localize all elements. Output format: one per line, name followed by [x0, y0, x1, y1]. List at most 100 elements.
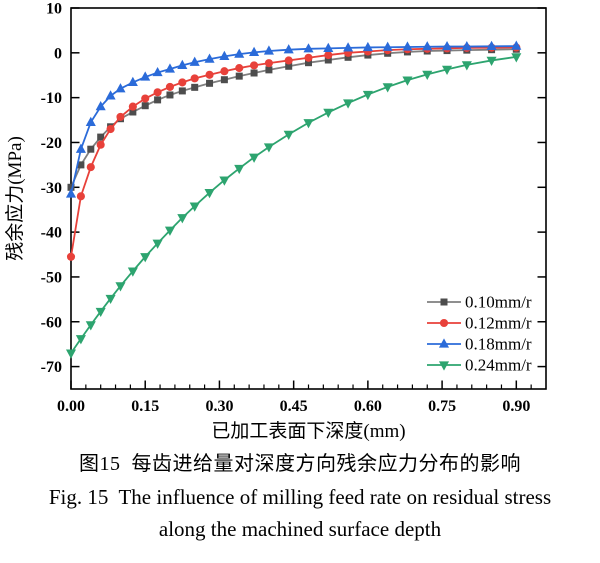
triangle-down-marker	[362, 90, 373, 101]
series-0.18mm-r	[65, 40, 522, 198]
triangle-down-marker	[402, 76, 413, 86]
triangle-up-marker	[115, 83, 126, 93]
square-marker	[67, 183, 75, 191]
triangle-down-marker	[115, 282, 126, 292]
triangle-down-marker	[75, 335, 86, 345]
square-marker	[87, 145, 95, 153]
triangle-down-marker	[152, 239, 163, 249]
triangle-down-marker	[204, 189, 215, 199]
triangle-up-marker	[402, 41, 413, 51]
circle-marker	[439, 318, 449, 328]
legend-label: 0.10mm/r	[465, 293, 532, 312]
circle-marker	[304, 53, 313, 62]
triangle-up-marker	[362, 41, 373, 52]
triangle-up-marker	[140, 71, 151, 81]
triangle-up-marker	[343, 42, 354, 52]
triangle-up-marker	[442, 40, 453, 51]
legend-label: 0.18mm/r	[465, 335, 532, 354]
x-tick-label: 0.30	[205, 398, 233, 415]
square-marker	[191, 83, 199, 91]
square-marker	[141, 102, 149, 110]
legend-item-0.24mm-r: 0.24mm/r	[427, 356, 532, 375]
y-axis: 10 0 -10 -20 -30 -40 -50 -60 -70	[41, 1, 546, 376]
triangle-down-marker	[461, 61, 472, 71]
x-tick-label: 0.00	[57, 398, 85, 415]
square-marker	[220, 76, 228, 84]
triangle-up-marker	[75, 143, 86, 153]
circle-marker	[128, 102, 137, 111]
circle-marker	[284, 56, 293, 65]
x-axis-title: 已加工表面下深度(mm)	[211, 420, 405, 442]
figure-caption-chinese: 图15 每齿进给量对深度方向残余应力分布的影响	[79, 453, 521, 475]
series-0.12mm-r	[66, 43, 521, 261]
triangle-down-marker	[85, 321, 96, 331]
circle-marker	[220, 67, 229, 76]
x-tick-label: 0.90	[502, 398, 530, 415]
triangle-up-marker	[219, 50, 230, 61]
y-tick-label: -60	[41, 314, 62, 331]
legend-item-0.12mm-r: 0.12mm/r	[427, 314, 532, 333]
circle-marker	[86, 163, 95, 172]
triangle-down-marker	[303, 119, 314, 129]
triangle-down-marker	[234, 164, 245, 175]
triangle-down-marker	[105, 294, 116, 305]
circle-marker	[116, 112, 125, 121]
triangle-down-marker	[486, 56, 497, 67]
triangle-up-marker	[85, 116, 96, 126]
y-tick-label: -70	[41, 359, 62, 376]
y-tick-label: -30	[41, 180, 62, 197]
square-marker	[206, 79, 214, 87]
square-marker	[305, 59, 312, 67]
square-marker	[178, 87, 186, 95]
triangle-down-marker	[177, 214, 188, 224]
figure-caption-english-line1: Fig. 15 The influence of milling feed ra…	[48, 485, 552, 509]
circle-marker	[76, 192, 85, 201]
triangle-up-marker	[249, 46, 260, 57]
circle-marker	[141, 94, 150, 103]
legend-item-0.10mm-r: 0.10mm/r	[427, 293, 532, 312]
square-marker	[344, 53, 352, 61]
triangle-up-marker	[382, 41, 393, 51]
square-marker	[440, 298, 448, 306]
triangle-down-marker	[249, 153, 260, 163]
square-marker	[129, 108, 137, 116]
series-0.24mm-r	[65, 53, 522, 359]
triangle-down-marker	[164, 226, 175, 236]
square-marker	[250, 69, 258, 77]
triangle-down-marker	[219, 176, 230, 186]
circle-marker	[178, 78, 187, 87]
triangle-down-marker	[189, 202, 200, 212]
x-tick-label: 0.60	[354, 398, 382, 415]
y-tick-label: -10	[41, 90, 62, 107]
x-tick-label: 0.15	[131, 398, 159, 415]
residual-stress-chart: 0.00 0.15 0.30 0.45 0.60 0.75 0.90 10 0 -10 -20 -30…	[4, 1, 547, 442]
y-tick-label: -20	[41, 135, 62, 152]
triangle-down-marker	[323, 108, 334, 119]
circle-marker	[165, 82, 175, 91]
triangle-down-marker	[263, 143, 274, 153]
legend-label: 0.12mm/r	[465, 314, 532, 333]
square-marker	[265, 66, 273, 74]
triangle-down-marker	[95, 307, 106, 318]
triangle-up-marker	[263, 45, 274, 55]
triangle-up-marker	[486, 40, 497, 50]
triangle-up-marker	[461, 40, 472, 51]
square-marker	[285, 62, 293, 70]
square-marker	[154, 96, 162, 104]
circle-marker	[250, 61, 259, 70]
triangle-down-marker	[343, 99, 354, 109]
triangle-up-marker	[323, 42, 334, 52]
triangle-up-marker	[204, 53, 215, 63]
circle-marker	[235, 64, 244, 73]
x-tick-label: 0.45	[280, 398, 308, 415]
circle-marker	[264, 59, 273, 68]
triangle-up-marker	[283, 44, 294, 54]
triangle-up-marker	[95, 101, 106, 111]
circle-marker	[96, 140, 105, 149]
triangle-down-marker	[127, 267, 138, 277]
legend-item-0.18mm-r: 0.18mm/r	[427, 335, 532, 354]
circle-marker	[153, 88, 162, 97]
triangle-up-marker	[164, 63, 175, 73]
legend-label: 0.24mm/r	[465, 356, 532, 375]
